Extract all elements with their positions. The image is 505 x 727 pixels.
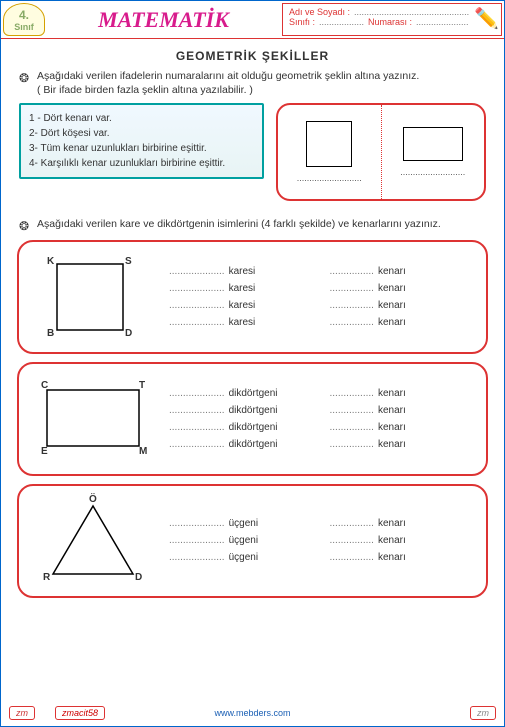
vertex-O: Ö: [89, 494, 97, 505]
fill-row: ................kenarı: [330, 388, 473, 399]
fill-row: ....................üçgeni: [169, 552, 312, 563]
vertex-D: D: [125, 328, 132, 339]
rectangle-answer-blank: ..........................: [400, 167, 465, 177]
fill-row: ................kenarı: [330, 552, 473, 563]
grade-number: 4.: [19, 8, 29, 22]
fill-row: ....................karesi: [169, 283, 312, 294]
section2-text: Aşağıdaki verilen kare ve dikdörtgenin i…: [37, 218, 441, 230]
name-label: Adı ve Soyadı :: [289, 7, 350, 17]
rule-4: 4- Karşılıklı kenar uzunlukları birbirin…: [29, 156, 254, 171]
square-diagram: K S B D: [33, 252, 153, 342]
grade-badge: 4. Sınıf: [3, 3, 45, 36]
vertex-R: R: [43, 572, 50, 583]
vertex-T: T: [139, 380, 145, 391]
vertex-K: K: [47, 256, 54, 267]
vertex-D: D: [135, 572, 142, 583]
section2-instruction: ❂ Aşağıdaki verilen kare ve dikdörtgenin…: [1, 217, 504, 231]
rect-name-col: ....................dikdörtgeni ........…: [169, 388, 312, 450]
section1-instruction: ❂ Aşağıdaki verilen ifadelerin numaralar…: [1, 69, 504, 97]
footer-code: zmacit58: [55, 706, 105, 720]
bullet-icon: ❂: [19, 70, 29, 86]
fill-row: ................kenarı: [330, 266, 473, 277]
section1-subtext: ( Bir ifade birden fazla şeklin altına y…: [37, 84, 253, 96]
triangle-diagram: Ö R D: [33, 496, 153, 586]
rules-box: 1 - Dört kenarı var. 2- Dört köşesi var.…: [19, 103, 264, 179]
fill-row: ................kenarı: [330, 405, 473, 416]
square-answer-blank: ..........................: [297, 173, 362, 183]
fill-row: ....................dikdörtgeni: [169, 439, 312, 450]
footer-url: www.mebders.com: [214, 708, 290, 718]
rule-2: 2- Dört köşesi var.: [29, 126, 254, 141]
footer: zm zmacit58 www.mebders.com zm: [1, 703, 504, 723]
class-blank: ..................: [319, 17, 364, 27]
fill-row: ................kenarı: [330, 518, 473, 529]
fill-row: ....................karesi: [169, 266, 312, 277]
square-shape: [306, 121, 352, 167]
grade-word: Sınıf: [14, 22, 34, 32]
fill-row: ................kenarı: [330, 535, 473, 546]
fill-row: ....................karesi: [169, 317, 312, 328]
rectangle-answers: ....................dikdörtgeni ........…: [169, 388, 472, 450]
tri-edge-col: ................kenarı ................k…: [330, 518, 473, 563]
vertex-S: S: [125, 256, 132, 267]
page-title: GEOMETRİK ŞEKİLLER: [1, 49, 504, 63]
square-edge-col: ................kenarı ................k…: [330, 266, 473, 328]
bullet-icon: ❂: [19, 218, 29, 234]
square-answers: ....................karesi .............…: [169, 266, 472, 328]
worksheet-header: 4. Sınıf MATEMATİK Adı ve Soyadı : .....…: [1, 1, 504, 39]
section1-text: Aşağıdaki verilen ifadelerin numaraların…: [37, 70, 419, 82]
panel-triangle: Ö R D ....................üçgeni .......…: [17, 484, 488, 598]
fill-row: ....................üçgeni: [169, 535, 312, 546]
rectangle-diagram: C T E M: [33, 374, 153, 464]
fill-row: ....................dikdörtgeni: [169, 422, 312, 433]
vertex-M: M: [139, 446, 147, 457]
vertex-C: C: [41, 380, 48, 391]
fill-row: ................kenarı: [330, 439, 473, 450]
number-blank: .....................: [416, 17, 469, 27]
section1-body: 1 - Dört kenarı var. 2- Dört köşesi var.…: [1, 97, 504, 211]
fill-row: ................kenarı: [330, 300, 473, 311]
fill-row: ................kenarı: [330, 317, 473, 328]
triangle-answers: ....................üçgeni .............…: [169, 518, 472, 563]
number-label: Numarası :: [368, 17, 412, 27]
student-info-box: Adı ve Soyadı : ........................…: [282, 3, 502, 36]
fill-row: ....................üçgeni: [169, 518, 312, 529]
class-label: Sınıfı :: [289, 17, 315, 27]
rectangle-cell: ..........................: [381, 105, 485, 199]
vertex-E: E: [41, 446, 48, 457]
panel-rectangle: C T E M ....................dikdörtgeni …: [17, 362, 488, 476]
pencil-icon: ✏️: [474, 6, 499, 31]
rectangle-shape: [403, 127, 463, 161]
tri-name-col: ....................üçgeni .............…: [169, 518, 312, 563]
rect-edge-col: ................kenarı ................k…: [330, 388, 473, 450]
fill-row: ....................dikdörtgeni: [169, 405, 312, 416]
fill-row: ................kenarı: [330, 422, 473, 433]
fill-row: ....................dikdörtgeni: [169, 388, 312, 399]
classify-shapes-box: .......................... .............…: [276, 103, 486, 201]
subject-title: MATEMATİK: [47, 1, 280, 38]
square-cell: ..........................: [278, 105, 381, 199]
fill-row: ................kenarı: [330, 283, 473, 294]
footer-right-badge: zm: [470, 706, 496, 720]
square-name-col: ....................karesi .............…: [169, 266, 312, 328]
fill-row: ....................karesi: [169, 300, 312, 311]
vertex-B: B: [47, 328, 54, 339]
name-blank: ........................................…: [354, 7, 469, 17]
rule-3: 3- Tüm kenar uzunlukları birbirine eşitt…: [29, 141, 254, 156]
rule-1: 1 - Dört kenarı var.: [29, 111, 254, 126]
panel-square: K S B D ....................karesi .....…: [17, 240, 488, 354]
footer-left-badge: zm: [9, 706, 35, 720]
